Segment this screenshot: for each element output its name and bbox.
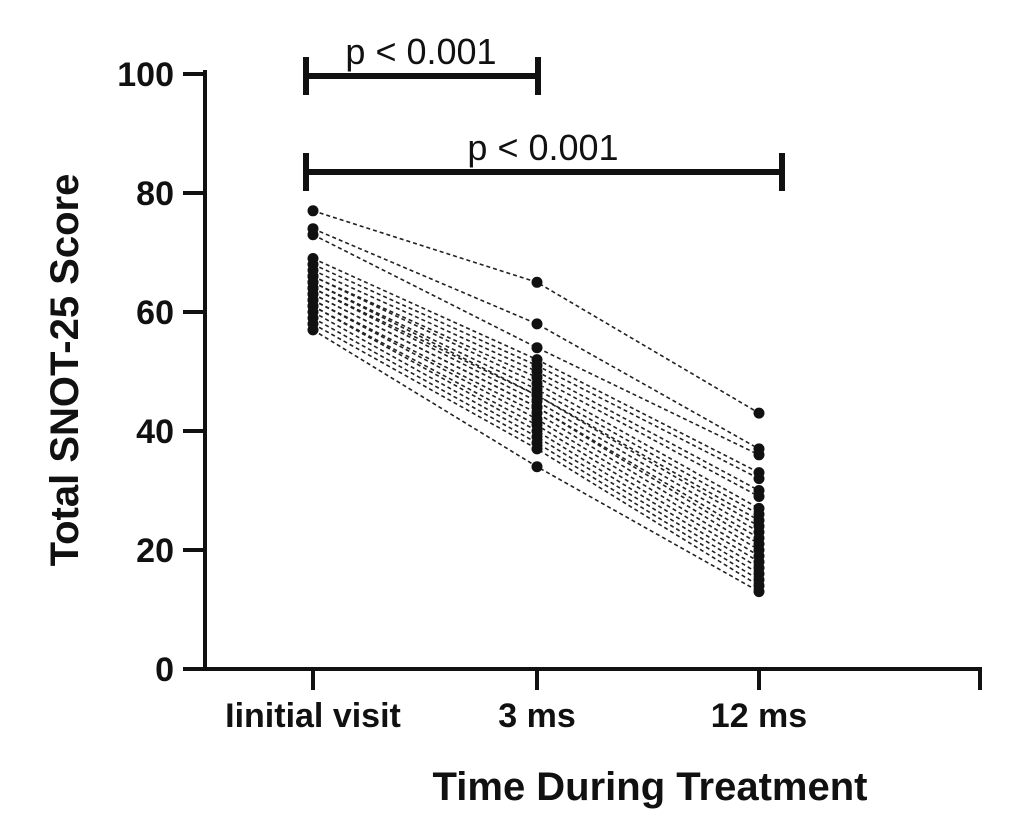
y-tick-label: 80: [136, 175, 174, 213]
subject-line-3: [312, 233, 760, 456]
subject-point-22-2: [753, 586, 765, 598]
y-ticks: 0 20 40 60 80 100: [117, 56, 205, 689]
y-tick-label: 100: [117, 56, 174, 94]
subject-point-1-1: [531, 276, 543, 288]
significance-bracket-2: [303, 153, 785, 191]
subject-line-19: [312, 311, 760, 575]
subject-line-2: [312, 227, 760, 450]
x-tick-label: 3 ms: [498, 697, 576, 735]
subject-line-20: [312, 317, 760, 581]
subject-point-1-2: [753, 407, 765, 419]
p-value-label-1: p < 0.001: [345, 31, 496, 72]
x-tick-label: 12 ms: [711, 697, 807, 735]
subject-point-3-0: [307, 229, 319, 241]
y-tick-label: 60: [136, 294, 174, 332]
y-axis-title: Total SNOT-25 Score: [43, 174, 87, 567]
subject-point-5-2: [753, 473, 765, 485]
subject-point-3-2: [753, 449, 765, 461]
y-tick-label: 40: [136, 413, 174, 451]
p-value-label-2: p < 0.001: [467, 127, 618, 168]
subject-point-2-1: [531, 318, 543, 330]
subject-points: [307, 205, 765, 598]
axes: [203, 70, 982, 690]
subject-point-22-0: [307, 324, 319, 336]
x-tick-label: Iinitial visit: [225, 697, 401, 735]
subject-point-3-1: [531, 342, 543, 354]
x-ticks: Iinitial visit 3 ms 12 ms: [225, 669, 807, 735]
subject-line-21: [312, 323, 760, 587]
subject-point-7-2: [753, 491, 765, 502]
y-tick-label: 0: [155, 651, 174, 689]
subject-line-18: [312, 305, 760, 569]
y-tick-label: 20: [136, 532, 174, 570]
subject-line-13: [312, 293, 760, 539]
subject-line-1: [312, 210, 760, 414]
subject-point-22-1: [531, 461, 543, 473]
subject-line-12: [312, 287, 760, 533]
significance-bracket-1: [303, 57, 541, 95]
subject-point-21-1: [531, 443, 543, 455]
significance-brackets: p < 0.001 p < 0.001: [303, 31, 785, 191]
subject-point-1-0: [307, 205, 319, 217]
x-axis-title: Time During Treatment: [433, 765, 868, 809]
subject-line-10: [312, 281, 760, 521]
